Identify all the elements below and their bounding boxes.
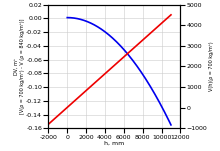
- X-axis label: h, mm: h, mm: [104, 141, 125, 146]
- Y-axis label: V(h)(ρ = 700 kg/m³): V(h)(ρ = 700 kg/m³): [209, 42, 214, 91]
- Y-axis label: DV, m³
[V(ρ = 700 kg/m³) - V (ρ = 840 kg/m³)]: DV, m³ [V(ρ = 700 kg/m³) - V (ρ = 840 kg…: [14, 19, 25, 114]
